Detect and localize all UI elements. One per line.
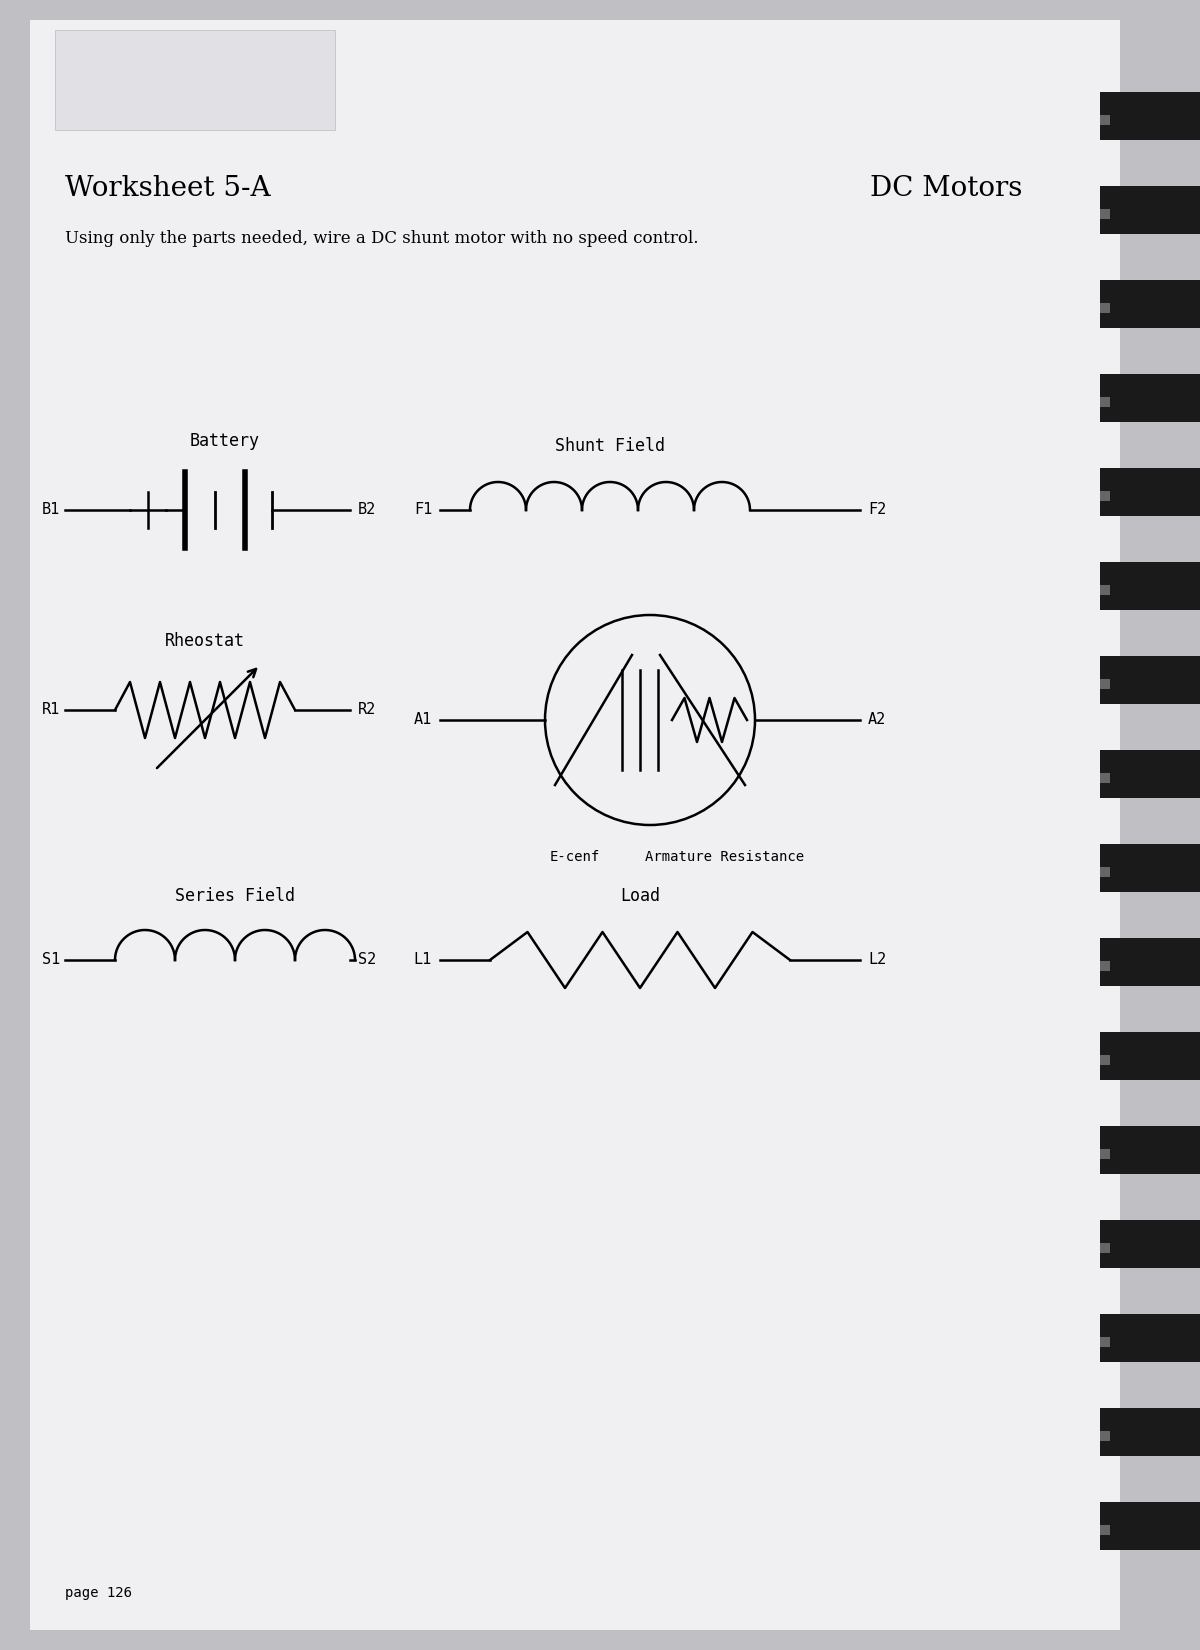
Text: S1: S1: [42, 952, 60, 967]
Text: A2: A2: [868, 713, 887, 728]
Bar: [1100, 563, 1200, 610]
Text: S2: S2: [358, 952, 377, 967]
Bar: [1100, 866, 1110, 878]
Bar: [1100, 845, 1200, 893]
Text: R2: R2: [358, 703, 377, 718]
Bar: [1100, 1031, 1200, 1081]
Bar: [1100, 1219, 1200, 1267]
Bar: [1100, 751, 1200, 799]
Text: Load: Load: [620, 888, 660, 904]
Bar: [1100, 375, 1200, 422]
Text: F1: F1: [414, 503, 432, 518]
Bar: [1100, 772, 1110, 784]
Text: B2: B2: [358, 503, 377, 518]
Bar: [1100, 116, 1110, 125]
Bar: [1100, 186, 1200, 234]
Text: Battery: Battery: [190, 432, 260, 450]
Text: L2: L2: [868, 952, 887, 967]
Text: L1: L1: [414, 952, 432, 967]
Text: R1: R1: [42, 703, 60, 718]
Bar: [1100, 1313, 1200, 1361]
Text: Rheostat: Rheostat: [166, 632, 245, 650]
Bar: [1100, 1242, 1110, 1252]
Bar: [1100, 1502, 1200, 1549]
Bar: [1100, 280, 1200, 328]
Bar: [1100, 1407, 1200, 1455]
Bar: [1100, 210, 1110, 219]
Text: Using only the parts needed, wire a DC shunt motor with no speed control.: Using only the parts needed, wire a DC s…: [65, 229, 698, 248]
Text: E-cenf: E-cenf: [550, 850, 600, 865]
Bar: [1100, 1431, 1110, 1440]
Bar: [1100, 1525, 1110, 1535]
Text: Armature Resistance: Armature Resistance: [646, 850, 804, 865]
Text: Series Field: Series Field: [175, 888, 295, 904]
Bar: [1100, 586, 1110, 596]
Text: A1: A1: [414, 713, 432, 728]
Text: B1: B1: [42, 503, 60, 518]
Bar: [1100, 92, 1200, 140]
Text: DC Motors: DC Motors: [870, 175, 1022, 201]
Text: page 126: page 126: [65, 1586, 132, 1600]
Text: Worksheet 5-A: Worksheet 5-A: [65, 175, 271, 201]
Text: Shunt Field: Shunt Field: [554, 437, 665, 455]
Bar: [1100, 1148, 1110, 1158]
Bar: [1100, 1336, 1110, 1346]
Bar: [1100, 469, 1200, 516]
Text: F2: F2: [868, 503, 887, 518]
Bar: [1100, 1054, 1110, 1064]
Bar: [55, 30, 335, 130]
Bar: [1100, 657, 1200, 705]
Bar: [1100, 492, 1110, 502]
Bar: [1100, 304, 1110, 314]
Bar: [1100, 1125, 1200, 1175]
Bar: [1100, 680, 1110, 690]
Bar: [1100, 960, 1110, 970]
Bar: [1100, 937, 1200, 987]
Bar: [1100, 398, 1110, 408]
